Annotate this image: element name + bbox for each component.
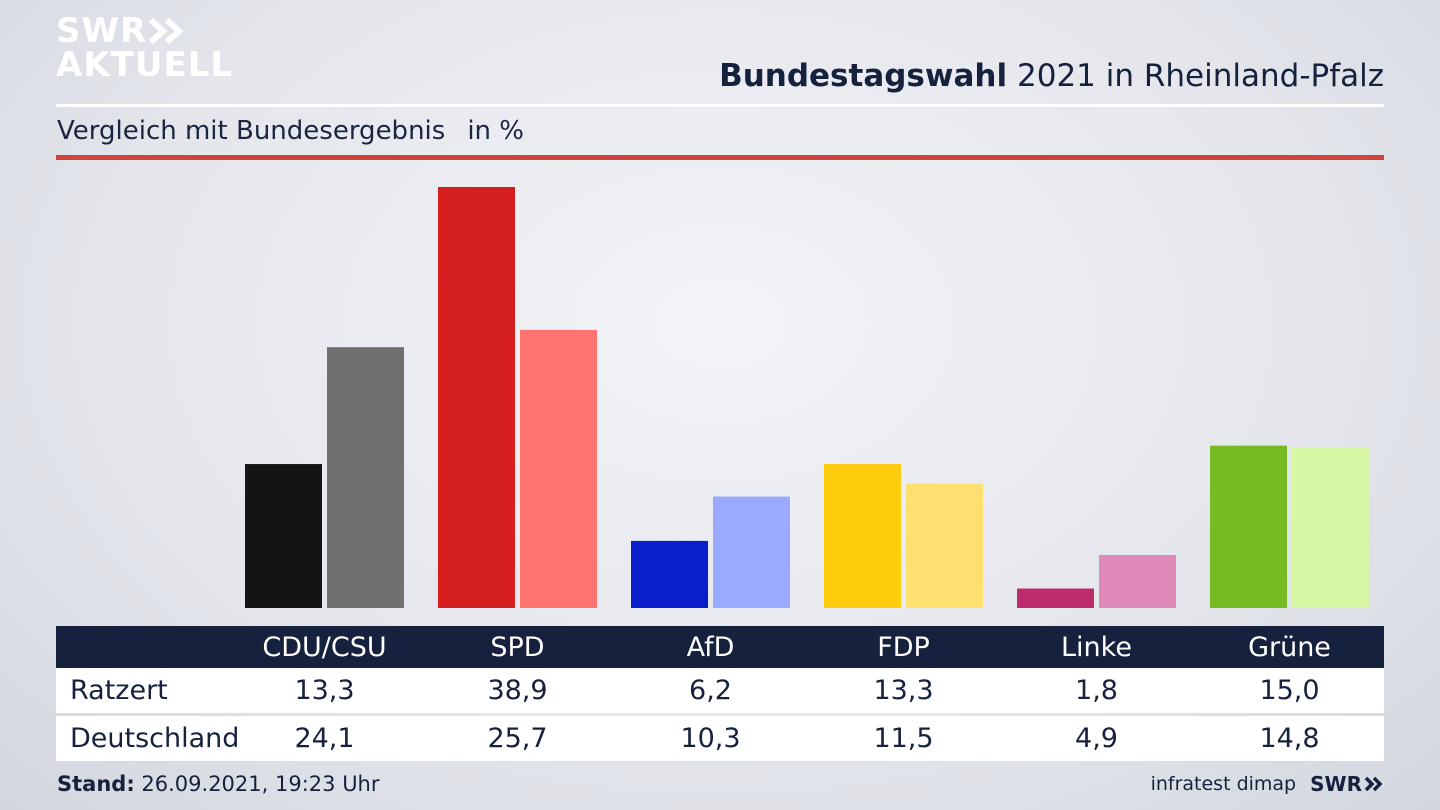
value-ratzert-afd: 6,2 <box>689 675 732 706</box>
row-label-ratzert: Ratzert <box>70 675 168 706</box>
bar-gr-ne-ratzert <box>1210 445 1287 608</box>
footer-swr-text: SWR <box>1310 772 1362 796</box>
bar-fdp-deutschland <box>906 483 983 608</box>
source-text: infratest dimap <box>1150 773 1297 795</box>
chart-subtitle: Vergleich mit Bundesergebnis in % <box>57 116 524 146</box>
value-ratzert-cdu-csu: 13,3 <box>294 675 355 706</box>
value-deutschland-afd: 10,3 <box>680 723 741 754</box>
column-header-linke: Linke <box>1061 631 1132 663</box>
swr-aktuell-logo: SWR AKTUELL <box>56 14 233 82</box>
column-header-fdp: FDP <box>877 631 930 663</box>
bar-spd-deutschland <box>520 329 597 608</box>
value-deutschland-spd: 25,7 <box>487 723 548 754</box>
subtitle-divider <box>56 155 1384 160</box>
bar-linke-deutschland <box>1099 554 1176 608</box>
bar-chart <box>245 187 1369 608</box>
title-rest: 2021 in Rheinland-Pfalz <box>1017 58 1384 94</box>
column-header-spd: SPD <box>490 631 545 663</box>
bar-linke-ratzert <box>1017 588 1094 608</box>
bar-gr-ne-deutschland <box>1292 447 1369 608</box>
column-header-afd: AfD <box>686 631 735 663</box>
column-header-gr-ne: Grüne <box>1248 631 1331 663</box>
source-credit: infratest dimap SWR <box>1151 772 1384 796</box>
title-bold: Bundestagswahl <box>719 58 1008 94</box>
title-divider <box>56 104 1384 107</box>
value-deutschland-gr-ne: 14,8 <box>1259 723 1320 754</box>
footer-double-chevron-icon <box>1364 776 1383 792</box>
unit-label: in % <box>467 116 524 146</box>
subtitle-text: Vergleich mit Bundesergebnis <box>57 116 446 146</box>
row-label-deutschland: Deutschland <box>70 723 240 754</box>
stand-value: 26.09.2021, 19:23 Uhr <box>141 772 380 796</box>
double-chevron-icon <box>149 18 184 44</box>
value-deutschland-linke: 4,9 <box>1075 723 1118 754</box>
value-ratzert-spd: 38,9 <box>487 675 548 706</box>
bar-fdp-ratzert <box>824 464 901 608</box>
bar-cdu-csu-ratzert <box>245 464 322 608</box>
table-row-ratzert: Ratzert 13,3 38,9 6,2 13,3 1,8 15,0 <box>56 668 1384 713</box>
timestamp: Stand: 26.09.2021, 19:23 Uhr <box>57 772 380 796</box>
bar-cdu-csu-deutschland <box>327 347 404 608</box>
bar-spd-ratzert <box>438 187 515 608</box>
bar-afd-ratzert <box>631 540 708 608</box>
value-ratzert-gr-ne: 15,0 <box>1259 675 1320 706</box>
footer-swr-logo: SWR <box>1310 772 1384 796</box>
page-title: Bundestagswahl 2021 in Rheinland-Pfalz <box>719 58 1384 94</box>
value-ratzert-fdp: 13,3 <box>873 675 934 706</box>
logo-aktuell-text: AKTUELL <box>56 45 234 85</box>
table-row-deutschland: Deutschland 24,1 25,7 10,3 11,5 4,9 14,8 <box>56 716 1384 761</box>
table-header-row: CDU/CSU SPD AfD FDP Linke Grüne <box>56 626 1384 668</box>
value-ratzert-linke: 1,8 <box>1075 675 1118 706</box>
value-deutschland-cdu-csu: 24,1 <box>294 723 355 754</box>
column-header-cdu-csu: CDU/CSU <box>262 631 387 663</box>
value-deutschland-fdp: 11,5 <box>873 723 934 754</box>
stand-label: Stand: <box>57 772 135 796</box>
bar-afd-deutschland <box>713 496 790 608</box>
logo-swr-text: SWR <box>56 11 148 51</box>
